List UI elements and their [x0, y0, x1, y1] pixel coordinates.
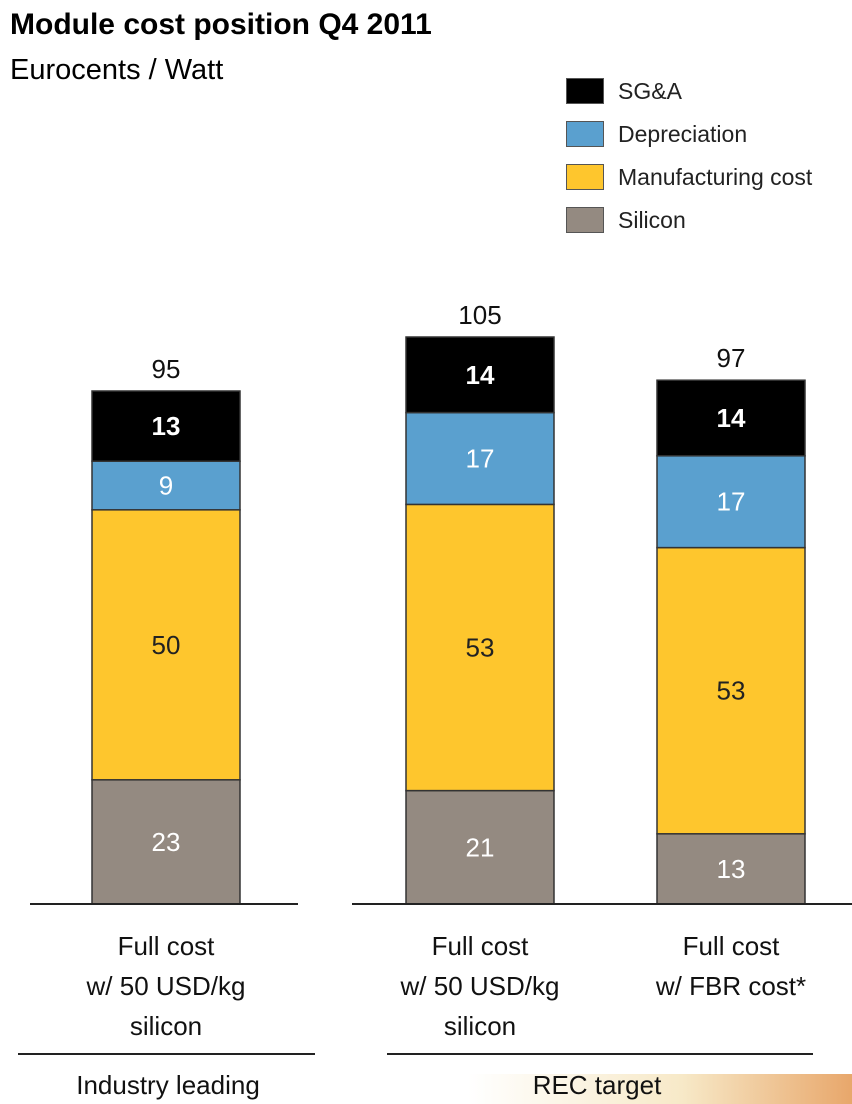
legend-label-depreciation: Depreciation: [618, 121, 748, 147]
legend-swatch-manufacturing-cost: [566, 164, 604, 190]
category-label-1-line-2: w/ 50 USD/kg: [86, 971, 246, 1001]
data-label-silicon-3: 13: [717, 854, 746, 884]
bar-segment-sg-a-3: [656, 379, 806, 457]
chart-title: Module cost position Q4 2011: [10, 8, 432, 41]
total-label-2: 105: [458, 300, 501, 330]
bar-segment-silicon-2: [405, 789, 555, 905]
legend-label-manufacturing-cost: Manufacturing cost: [618, 164, 813, 190]
data-label-depreciation-3: 17: [717, 487, 746, 517]
total-label-3: 97: [717, 343, 746, 373]
bar-segment-depreciation-3: [656, 455, 806, 549]
category-label-1-line-1: Full cost: [118, 931, 216, 961]
chart-subtitle: Eurocents / Watt: [10, 54, 224, 86]
group-label-rec-target: REC target: [533, 1070, 662, 1100]
slide-bottom-decoration: [0, 1074, 852, 1104]
bar-segment-sg-a-1: [91, 390, 241, 462]
data-label-manufacturing-cost-1: 50: [152, 630, 181, 660]
bar-segment-manufacturing-cost-3: [656, 546, 806, 835]
legend-swatch-silicon: [566, 207, 604, 233]
data-label-sg-a-3: 14: [717, 403, 746, 433]
legend-label-sga: SG&A: [618, 78, 682, 104]
bar-segment-manufacturing-cost-1: [91, 509, 241, 781]
category-label-3-line-2: w/ FBR cost*: [655, 971, 806, 1001]
bar-segment-depreciation-1: [91, 460, 241, 511]
data-label-silicon-2: 21: [466, 832, 495, 862]
data-label-silicon-1: 23: [152, 827, 181, 857]
data-label-sg-a-1: 13: [152, 411, 181, 441]
category-label-2-line-1: Full cost: [432, 931, 530, 961]
data-label-depreciation-1: 9: [159, 471, 173, 501]
legend-swatch-sga: [566, 78, 604, 104]
bar-segment-silicon-1: [91, 779, 241, 905]
category-label-1-line-3: silicon: [130, 1011, 202, 1041]
bar-segment-manufacturing-cost-2: [405, 503, 555, 792]
data-label-sg-a-2: 14: [466, 360, 495, 390]
category-label-2-line-3: silicon: [444, 1011, 516, 1041]
category-label-2-line-2: w/ 50 USD/kg: [400, 971, 560, 1001]
data-label-depreciation-2: 17: [466, 444, 495, 474]
data-label-manufacturing-cost-3: 53: [717, 676, 746, 706]
data-label-manufacturing-cost-2: 53: [466, 633, 495, 663]
group-label-industry-leading: Industry leading: [76, 1070, 260, 1100]
legend-label-silicon: Silicon: [618, 207, 686, 233]
category-label-3-line-1: Full cost: [683, 931, 781, 961]
total-label-1: 95: [152, 354, 181, 384]
bar-segment-sg-a-2: [405, 336, 555, 414]
legend-swatch-depreciation: [566, 121, 604, 147]
